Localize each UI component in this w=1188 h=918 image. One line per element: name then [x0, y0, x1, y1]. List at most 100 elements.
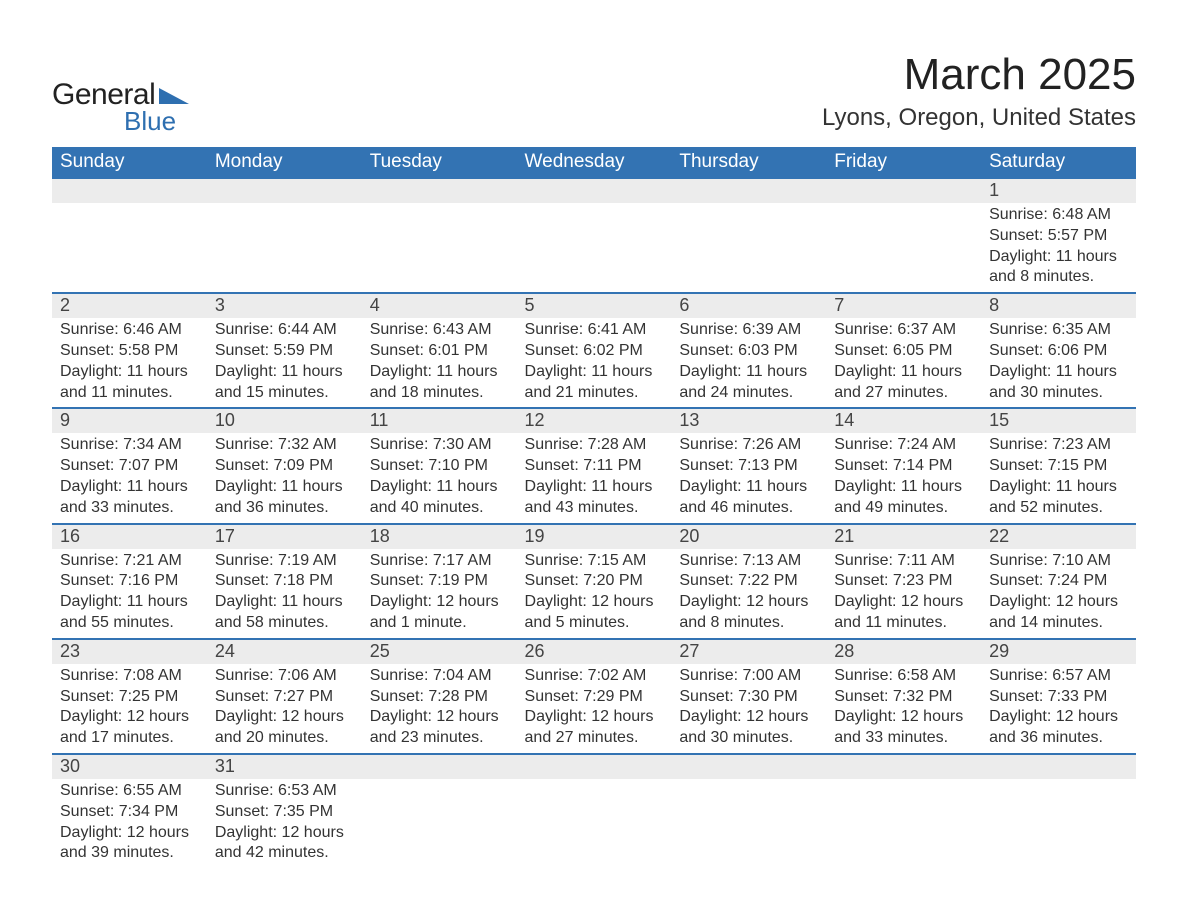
- sunset-line: Sunset: 7:29 PM: [525, 687, 664, 708]
- daylight-line: Daylight: 11 hours and 15 minutes.: [215, 362, 354, 404]
- day-content-cell: Sunrise: 7:34 AMSunset: 7:07 PMDaylight:…: [52, 433, 207, 523]
- sunrise-value: 6:39 AM: [743, 321, 802, 338]
- day-content-cell: [52, 203, 207, 293]
- content-row: Sunrise: 7:08 AMSunset: 7:25 PMDaylight:…: [52, 664, 1136, 754]
- weekday-header: Thursday: [671, 147, 826, 178]
- daynum-row: 23242526272829: [52, 639, 1136, 664]
- day-content-cell: Sunrise: 6:48 AMSunset: 5:57 PMDaylight:…: [981, 203, 1136, 293]
- day-number-cell: [826, 754, 981, 779]
- logo: General Blue: [52, 78, 189, 137]
- sunrise-value: 7:32 AM: [278, 436, 337, 453]
- sunset-line: Sunset: 7:24 PM: [989, 571, 1128, 592]
- sunset-value: 7:15 PM: [1048, 457, 1108, 474]
- day-content-cell: Sunrise: 6:41 AMSunset: 6:02 PMDaylight:…: [517, 318, 672, 408]
- weekday-header-row: Sunday Monday Tuesday Wednesday Thursday…: [52, 147, 1136, 178]
- sunrise-value: 7:30 AM: [433, 436, 492, 453]
- day-number: 20: [679, 526, 699, 546]
- daylight-line: Daylight: 11 hours and 8 minutes.: [989, 247, 1128, 289]
- sunrise-line: Sunrise: 7:34 AM: [60, 435, 199, 456]
- sunset-value: 7:10 PM: [428, 457, 488, 474]
- sunset-value: 7:13 PM: [738, 457, 798, 474]
- logo-text-blue: Blue: [124, 106, 189, 137]
- day-content-cell: Sunrise: 7:08 AMSunset: 7:25 PMDaylight:…: [52, 664, 207, 754]
- sunset-line: Sunset: 6:06 PM: [989, 341, 1128, 362]
- sunset-value: 7:24 PM: [1048, 572, 1108, 589]
- day-content-cell: [207, 203, 362, 293]
- day-content-cell: Sunrise: 7:32 AMSunset: 7:09 PMDaylight:…: [207, 433, 362, 523]
- daylight-line: Daylight: 11 hours and 36 minutes.: [215, 477, 354, 519]
- weekday-header: Wednesday: [517, 147, 672, 178]
- day-number-cell: [517, 754, 672, 779]
- content-row: Sunrise: 7:21 AMSunset: 7:16 PMDaylight:…: [52, 549, 1136, 639]
- daylight-line: Daylight: 11 hours and 11 minutes.: [60, 362, 199, 404]
- sunset-value: 6:01 PM: [428, 342, 488, 359]
- sunset-line: Sunset: 7:35 PM: [215, 802, 354, 823]
- day-number-cell: 28: [826, 639, 981, 664]
- sunrise-line: Sunrise: 7:06 AM: [215, 666, 354, 687]
- day-number-cell: 18: [362, 524, 517, 549]
- day-content-cell: Sunrise: 6:55 AMSunset: 7:34 PMDaylight:…: [52, 779, 207, 868]
- sunset-line: Sunset: 7:10 PM: [370, 456, 509, 477]
- sunrise-value: 7:13 AM: [743, 552, 802, 569]
- sunrise-value: 7:15 AM: [588, 552, 647, 569]
- daylight-line: Daylight: 12 hours and 11 minutes.: [834, 592, 973, 634]
- daylight-line: Daylight: 12 hours and 30 minutes.: [679, 707, 818, 749]
- sunrise-line: Sunrise: 7:32 AM: [215, 435, 354, 456]
- day-number: 16: [60, 526, 80, 546]
- sunset-value: 7:22 PM: [738, 572, 798, 589]
- day-number-cell: [362, 754, 517, 779]
- sunset-line: Sunset: 7:25 PM: [60, 687, 199, 708]
- daynum-row: 16171819202122: [52, 524, 1136, 549]
- day-content-cell: [517, 779, 672, 868]
- sunset-line: Sunset: 5:57 PM: [989, 226, 1128, 247]
- sunrise-value: 7:28 AM: [588, 436, 647, 453]
- day-number-cell: 5: [517, 293, 672, 318]
- sunset-line: Sunset: 7:19 PM: [370, 571, 509, 592]
- day-content-cell: Sunrise: 7:23 AMSunset: 7:15 PMDaylight:…: [981, 433, 1136, 523]
- sunrise-value: 7:00 AM: [743, 667, 802, 684]
- sunrise-line: Sunrise: 7:15 AM: [525, 551, 664, 572]
- weekday-header: Friday: [826, 147, 981, 178]
- day-number-cell: 2: [52, 293, 207, 318]
- day-content-cell: Sunrise: 7:10 AMSunset: 7:24 PMDaylight:…: [981, 549, 1136, 639]
- day-content-cell: Sunrise: 6:44 AMSunset: 5:59 PMDaylight:…: [207, 318, 362, 408]
- sunset-value: 7:33 PM: [1048, 688, 1108, 705]
- daylight-line: Daylight: 12 hours and 27 minutes.: [525, 707, 664, 749]
- day-number: 15: [989, 410, 1009, 430]
- day-number-cell: [826, 178, 981, 203]
- sunrise-line: Sunrise: 7:24 AM: [834, 435, 973, 456]
- sunrise-value: 6:44 AM: [278, 321, 337, 338]
- sunset-value: 5:58 PM: [119, 342, 179, 359]
- weekday-header: Saturday: [981, 147, 1136, 178]
- sunset-line: Sunset: 7:07 PM: [60, 456, 199, 477]
- day-number-cell: 13: [671, 408, 826, 433]
- daylight-line: Daylight: 12 hours and 39 minutes.: [60, 823, 199, 865]
- day-number: 30: [60, 756, 80, 776]
- daylight-line: Daylight: 12 hours and 20 minutes.: [215, 707, 354, 749]
- day-content-cell: Sunrise: 7:26 AMSunset: 7:13 PMDaylight:…: [671, 433, 826, 523]
- sunset-line: Sunset: 7:14 PM: [834, 456, 973, 477]
- sunset-value: 7:20 PM: [583, 572, 643, 589]
- day-content-cell: [517, 203, 672, 293]
- sunrise-line: Sunrise: 6:53 AM: [215, 781, 354, 802]
- page-subtitle: Lyons, Oregon, United States: [822, 104, 1136, 132]
- daylight-line: Daylight: 11 hours and 49 minutes.: [834, 477, 973, 519]
- sunset-line: Sunset: 7:20 PM: [525, 571, 664, 592]
- sunrise-line: Sunrise: 6:55 AM: [60, 781, 199, 802]
- daylight-line: Daylight: 11 hours and 24 minutes.: [679, 362, 818, 404]
- day-number: 24: [215, 641, 235, 661]
- daylight-line: Daylight: 12 hours and 17 minutes.: [60, 707, 199, 749]
- daylight-line: Daylight: 11 hours and 55 minutes.: [60, 592, 199, 634]
- sunset-line: Sunset: 7:11 PM: [525, 456, 664, 477]
- sunset-line: Sunset: 7:18 PM: [215, 571, 354, 592]
- header-block: General Blue March 2025 Lyons, Oregon, U…: [52, 50, 1136, 137]
- day-content-cell: Sunrise: 6:46 AMSunset: 5:58 PMDaylight:…: [52, 318, 207, 408]
- sunrise-value: 6:55 AM: [123, 782, 182, 799]
- day-number-cell: 30: [52, 754, 207, 779]
- sunset-value: 7:27 PM: [274, 688, 334, 705]
- daylight-line: Daylight: 12 hours and 8 minutes.: [679, 592, 818, 634]
- sunrise-line: Sunrise: 6:46 AM: [60, 320, 199, 341]
- sunset-value: 7:23 PM: [893, 572, 953, 589]
- sunrise-value: 6:53 AM: [278, 782, 337, 799]
- sunrise-line: Sunrise: 6:37 AM: [834, 320, 973, 341]
